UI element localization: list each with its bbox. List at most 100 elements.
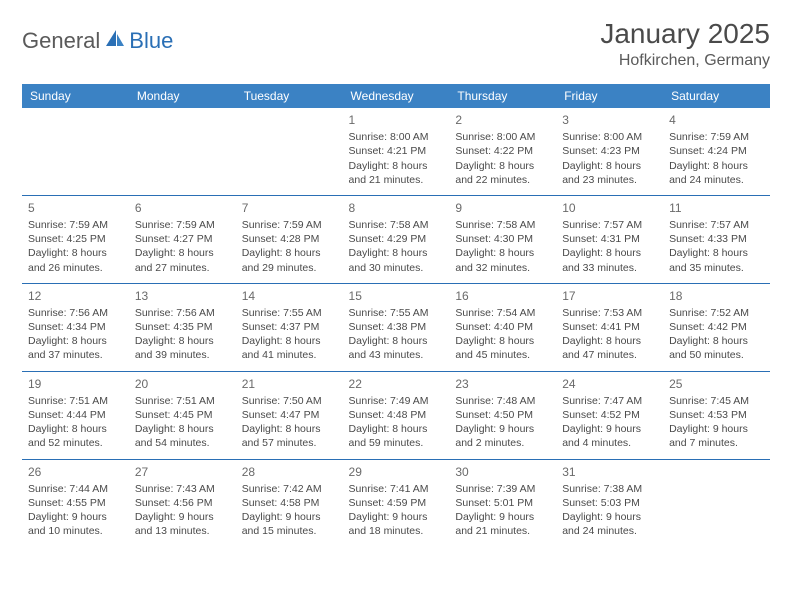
day-number: 25	[669, 376, 764, 392]
calendar-day-cell: 13Sunrise: 7:56 AMSunset: 4:35 PMDayligh…	[129, 283, 236, 371]
daylight-line: Daylight: 8 hours and 22 minutes.	[455, 159, 550, 187]
sunset-line: Sunset: 4:35 PM	[135, 320, 230, 334]
sunset-line: Sunset: 4:59 PM	[349, 496, 444, 510]
sunset-line: Sunset: 4:27 PM	[135, 232, 230, 246]
day-number: 2	[455, 112, 550, 128]
sunset-line: Sunset: 4:29 PM	[349, 232, 444, 246]
weekday-header: Tuesday	[236, 84, 343, 108]
calendar-empty-cell	[129, 108, 236, 195]
sunrise-line: Sunrise: 7:55 AM	[349, 306, 444, 320]
sunrise-line: Sunrise: 7:57 AM	[562, 218, 657, 232]
weekday-header: Sunday	[22, 84, 129, 108]
day-number: 31	[562, 464, 657, 480]
calendar-day-cell: 19Sunrise: 7:51 AMSunset: 4:44 PMDayligh…	[22, 371, 129, 459]
weekday-header-row: SundayMondayTuesdayWednesdayThursdayFrid…	[22, 84, 770, 108]
sunrise-line: Sunrise: 7:56 AM	[28, 306, 123, 320]
day-number: 15	[349, 288, 444, 304]
daylight-line: Daylight: 9 hours and 13 minutes.	[135, 510, 230, 538]
daylight-line: Daylight: 8 hours and 21 minutes.	[349, 159, 444, 187]
calendar-day-cell: 30Sunrise: 7:39 AMSunset: 5:01 PMDayligh…	[449, 459, 556, 546]
sunset-line: Sunset: 4:47 PM	[242, 408, 337, 422]
day-number: 7	[242, 200, 337, 216]
daylight-line: Daylight: 8 hours and 32 minutes.	[455, 246, 550, 274]
sunrise-line: Sunrise: 7:50 AM	[242, 394, 337, 408]
sunrise-line: Sunrise: 7:56 AM	[135, 306, 230, 320]
calendar-day-cell: 31 Sunrise: 7:38 AMSunset: 5:03 PMDayligh…	[556, 459, 663, 546]
sunset-line: Sunset: 4:24 PM	[669, 144, 764, 158]
day-number: 4	[669, 112, 764, 128]
day-number: 14	[242, 288, 337, 304]
sunrise-line: Sunrise: 7:41 AM	[349, 482, 444, 496]
sunrise-line: Sunrise: 7:58 AM	[455, 218, 550, 232]
calendar-day-cell: 1Sunrise: 8:00 AMSunset: 4:21 PMDaylight…	[343, 108, 450, 195]
calendar-day-cell: 16Sunrise: 7:54 AMSunset: 4:40 PMDayligh…	[449, 283, 556, 371]
sunset-line: Sunset: 4:56 PM	[135, 496, 230, 510]
day-number: 27	[135, 464, 230, 480]
day-number: 18	[669, 288, 764, 304]
calendar-day-cell: 28Sunrise: 7:42 AMSunset: 4:58 PMDayligh…	[236, 459, 343, 546]
daylight-line: Daylight: 8 hours and 23 minutes.	[562, 159, 657, 187]
sunset-line: Sunset: 4:21 PM	[349, 144, 444, 158]
daylight-line: Daylight: 8 hours and 35 minutes.	[669, 246, 764, 274]
day-number: 5	[28, 200, 123, 216]
daylight-line: Daylight: 9 hours and 24 minutes.	[562, 510, 657, 538]
day-number: 19	[28, 376, 123, 392]
sunrise-line: Sunrise: 7:48 AM	[455, 394, 550, 408]
day-number: 13	[135, 288, 230, 304]
sunset-line: Sunset: 4:52 PM	[562, 408, 657, 422]
day-number: 12	[28, 288, 123, 304]
daylight-line: Daylight: 8 hours and 47 minutes.	[562, 334, 657, 362]
sunrise-line: Sunrise: 7:51 AM	[28, 394, 123, 408]
daylight-line: Daylight: 8 hours and 41 minutes.	[242, 334, 337, 362]
sunset-line: Sunset: 4:48 PM	[349, 408, 444, 422]
sunset-line: Sunset: 4:53 PM	[669, 408, 764, 422]
calendar-day-cell: 6Sunrise: 7:59 AMSunset: 4:27 PMDaylight…	[129, 195, 236, 283]
weekday-header: Friday	[556, 84, 663, 108]
calendar-day-cell: 29Sunrise: 7:41 AMSunset: 4:59 PMDayligh…	[343, 459, 450, 546]
calendar-day-cell: 8Sunrise: 7:58 AMSunset: 4:29 PMDaylight…	[343, 195, 450, 283]
daylight-line: Daylight: 8 hours and 43 minutes.	[349, 334, 444, 362]
day-number: 3	[562, 112, 657, 128]
sunset-line: Sunset: 4:37 PM	[242, 320, 337, 334]
weekday-header: Wednesday	[343, 84, 450, 108]
calendar-day-cell: 18Sunrise: 7:52 AMSunset: 4:42 PMDayligh…	[663, 283, 770, 371]
daylight-line: Daylight: 8 hours and 54 minutes.	[135, 422, 230, 450]
daylight-line: Daylight: 8 hours and 24 minutes.	[669, 159, 764, 187]
sunrise-line: Sunrise: 7:59 AM	[669, 130, 764, 144]
sunset-line: Sunset: 4:23 PM	[562, 144, 657, 158]
sunset-line: Sunset: 4:41 PM	[562, 320, 657, 334]
calendar-day-cell: 12Sunrise: 7:56 AMSunset: 4:34 PMDayligh…	[22, 283, 129, 371]
calendar-day-cell: 21Sunrise: 7:50 AMSunset: 4:47 PMDayligh…	[236, 371, 343, 459]
daylight-line: Daylight: 9 hours and 4 minutes.	[562, 422, 657, 450]
daylight-line: Daylight: 9 hours and 15 minutes.	[242, 510, 337, 538]
daylight-line: Daylight: 8 hours and 29 minutes.	[242, 246, 337, 274]
calendar-day-cell: 9Sunrise: 7:58 AMSunset: 4:30 PMDaylight…	[449, 195, 556, 283]
sunrise-line: Sunrise: 7:58 AM	[349, 218, 444, 232]
day-number: 29	[349, 464, 444, 480]
sunrise-line: Sunrise: 7:47 AM	[562, 394, 657, 408]
header-right: January 2025 Hofkirchen, Germany	[600, 18, 770, 70]
day-number: 17	[562, 288, 657, 304]
calendar-day-cell: 26Sunrise: 7:44 AMSunset: 4:55 PMDayligh…	[22, 459, 129, 546]
day-number: 30	[455, 464, 550, 480]
sunrise-line: Sunrise: 7:55 AM	[242, 306, 337, 320]
sunrise-line: Sunrise: 7:38 AM	[562, 482, 657, 496]
location: Hofkirchen, Germany	[600, 52, 770, 70]
daylight-line: Daylight: 8 hours and 59 minutes.	[349, 422, 444, 450]
sunrise-line: Sunrise: 7:54 AM	[455, 306, 550, 320]
sunrise-line: Sunrise: 8:00 AM	[455, 130, 550, 144]
day-number: 1	[349, 112, 444, 128]
sunset-line: Sunset: 5:03 PM	[562, 496, 657, 510]
day-number: 20	[135, 376, 230, 392]
sunrise-line: Sunrise: 7:49 AM	[349, 394, 444, 408]
day-number: 10	[562, 200, 657, 216]
day-number: 24	[562, 376, 657, 392]
day-number: 16	[455, 288, 550, 304]
calendar-week-row: 19Sunrise: 7:51 AMSunset: 4:44 PMDayligh…	[22, 371, 770, 459]
weekday-header: Saturday	[663, 84, 770, 108]
sunrise-line: Sunrise: 7:59 AM	[28, 218, 123, 232]
sunset-line: Sunset: 4:22 PM	[455, 144, 550, 158]
calendar-day-cell: 24 Sunrise: 7:47 AMSunset: 4:52 PMDayligh…	[556, 371, 663, 459]
calendar-day-cell: 22Sunrise: 7:49 AMSunset: 4:48 PMDayligh…	[343, 371, 450, 459]
calendar-week-row: 1Sunrise: 8:00 AMSunset: 4:21 PMDaylight…	[22, 108, 770, 195]
